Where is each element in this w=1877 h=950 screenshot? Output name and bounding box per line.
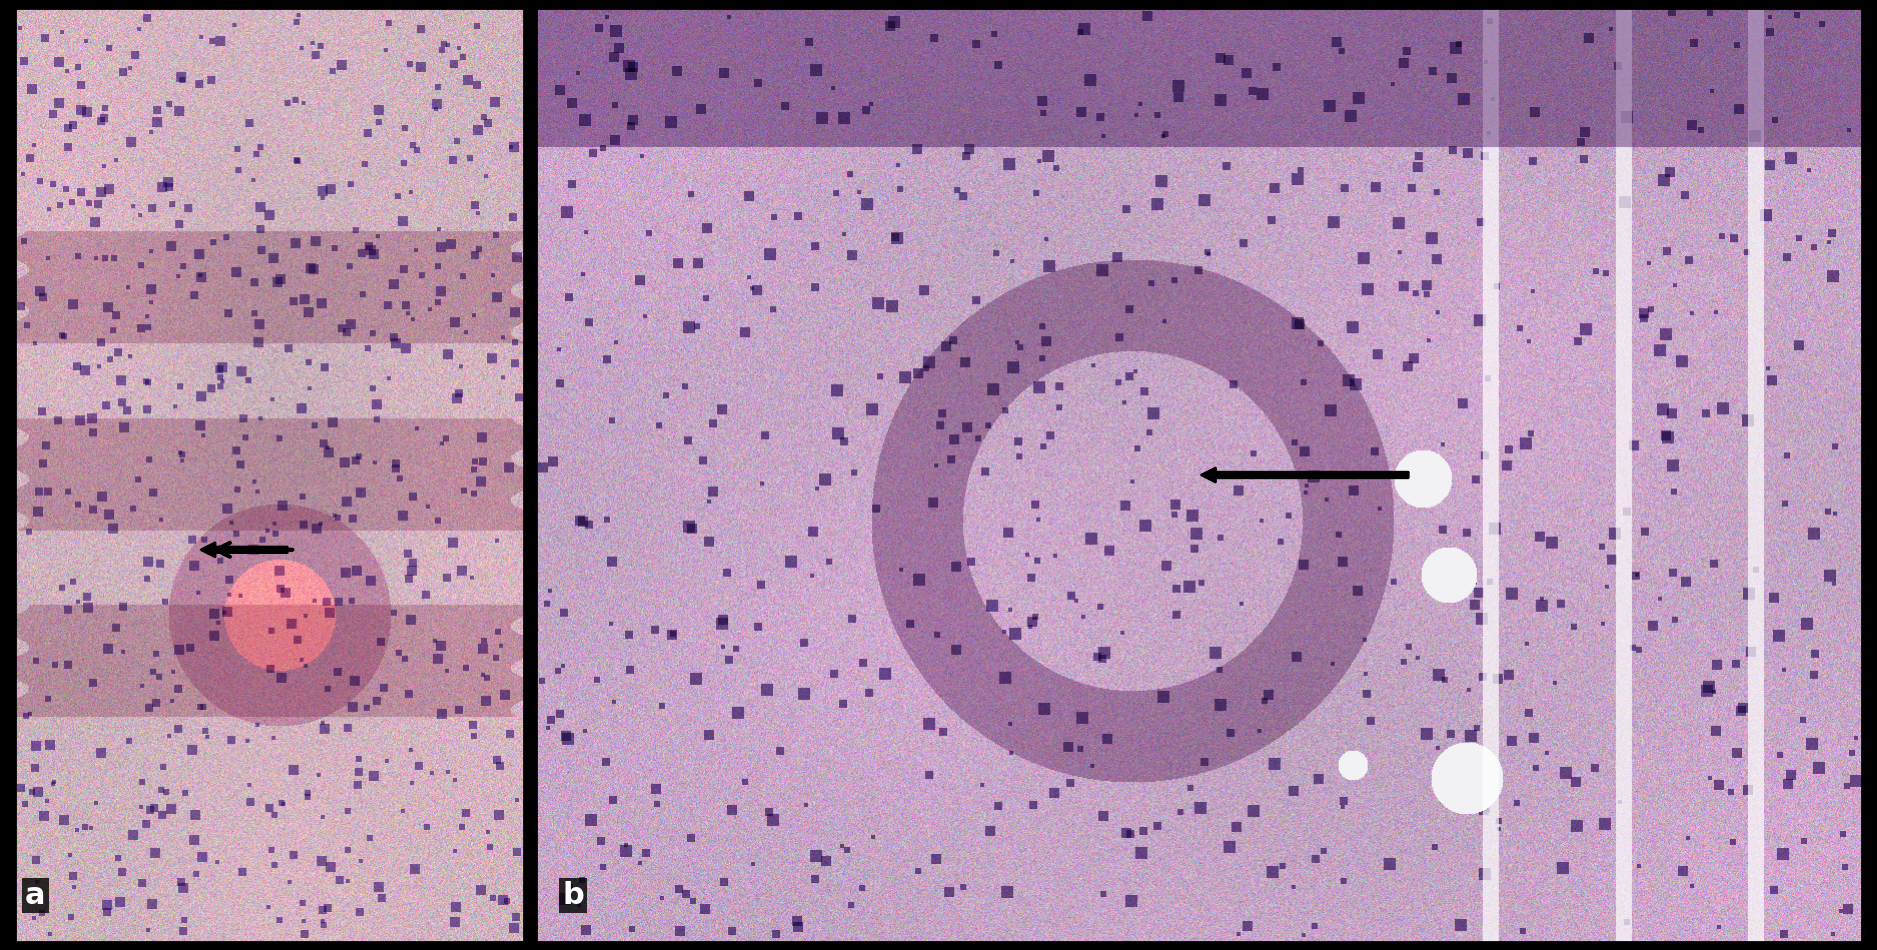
Text: a: a — [24, 881, 45, 910]
Text: b: b — [561, 881, 584, 910]
